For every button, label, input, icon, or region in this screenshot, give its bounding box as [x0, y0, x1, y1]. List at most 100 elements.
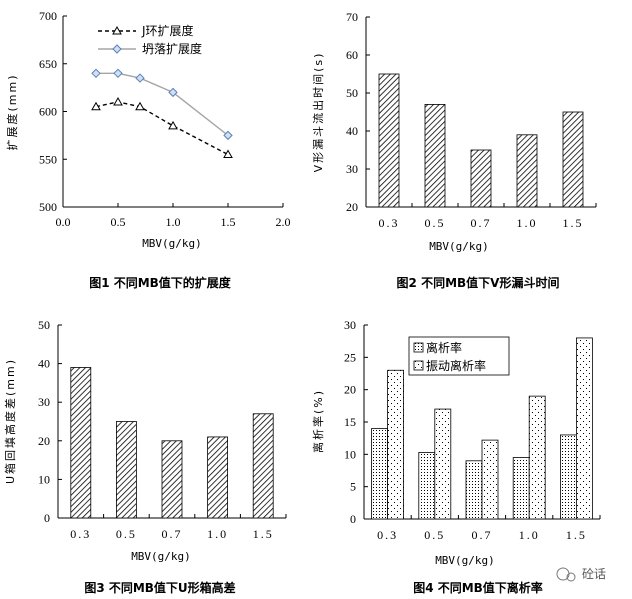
chart-3-bar	[116, 421, 137, 519]
chart-4-xtick-label: 1.5	[566, 528, 587, 542]
chart-4-bar	[434, 408, 452, 520]
chart-1-spread: 扩展度(mm) MBV(g/kg) 图1 不同MB值下的扩展度 500 550 60…	[5, 9, 291, 290]
chart-2-ytick-label: 70	[346, 10, 358, 24]
chart-3-ytick-label: 40	[38, 357, 50, 371]
chart-1-xtick-label: 1.0	[166, 215, 181, 229]
chart-1-point-diamond	[168, 87, 178, 98]
chart-2-caption: 图2 不同MB值下V形漏斗时间	[397, 275, 560, 290]
chart-3-bar	[207, 436, 229, 519]
chat-bubble-icon	[556, 567, 570, 581]
chart-2-ytick-label: 20	[346, 200, 358, 214]
chart-4-bar	[528, 395, 546, 520]
chart-3-ytick-label: 50	[38, 318, 50, 332]
chart-4-xlabel: MBV(g/kg)	[435, 554, 495, 567]
chart-2-bar	[516, 134, 538, 208]
chart-4-ytick-label: 10	[344, 447, 356, 461]
chart-2-bar	[562, 111, 584, 208]
chart-1-xtick-label: 1.5	[221, 215, 236, 229]
chart-4-xtick-label: 1.0	[519, 528, 540, 542]
chart-2-xtick-label: 1.0	[517, 216, 538, 230]
chart-4-legend-swatch	[413, 360, 424, 371]
chart-1-point-diamond	[113, 68, 123, 79]
chart-2-ytick-label: 40	[346, 124, 358, 138]
chart-2-ylabel: V形漏斗流出时间(s)	[311, 52, 325, 173]
chart-1-legend-label: 坍落扩展度	[142, 41, 202, 56]
chart-4-legend-swatch	[413, 342, 424, 353]
chat-bubble-small-icon	[566, 572, 576, 582]
chart-4-caption: 图4 不同MB值下离析率	[413, 580, 543, 595]
chart-4-segregation: 离析率(%) MBV(g/kg) 图4 不同MB值下离析率 0 5 10 15 20 25…	[311, 318, 601, 595]
chart-4-bar	[512, 457, 530, 520]
chart-1-ytick-label: 600	[39, 105, 57, 119]
chart-2-v-funnel: V形漏斗流出时间(s) MBV(g/kg) 图2 不同MB值下V形漏斗时间 20…	[311, 10, 597, 290]
chart-2-ytick-label: 50	[346, 86, 358, 100]
chart-1-legend-label: J环扩展度	[141, 23, 194, 38]
chart-3-caption: 图3 不同MB值下U形箱高差	[84, 580, 235, 595]
chart-3-xtick-label: 0.7	[162, 527, 183, 541]
chart-1-ytick-label: 500	[39, 200, 57, 214]
chart-1-point-diamond	[135, 73, 145, 83]
chart-1-point-diamond	[91, 68, 101, 79]
chart-1-series-line-1	[95, 101, 229, 156]
chart-4-ytick-label: 0	[350, 512, 356, 526]
chart-3-xtick-label: 1.0	[207, 527, 228, 541]
chart-4-bar	[576, 337, 593, 520]
chart-3-bar	[252, 413, 274, 519]
chart-1-ylabel: 扩展度(mm)	[5, 73, 19, 150]
chart-2-bar	[470, 149, 492, 208]
chart-1-ytick-label: 550	[39, 152, 57, 166]
chart-1-xlabel: MBV(g/kg)	[142, 237, 202, 250]
watermark-text: 砼话	[582, 567, 606, 581]
chart-4-ytick-label: 30	[344, 318, 356, 332]
chart-1-point-diamond	[223, 130, 233, 141]
chart-4-xtick-label: 0.3	[377, 528, 398, 542]
chart-4-bar	[481, 439, 499, 520]
chart-3-xtick-label: 0.3	[70, 527, 91, 541]
chart-1-point-triangle	[91, 101, 101, 111]
chart-4-bar	[418, 451, 436, 520]
chart-2-bar	[424, 104, 446, 208]
chart-2-xtick-label: 1.5	[563, 216, 584, 230]
chart-3-ytick-label: 10	[38, 472, 50, 486]
chart-2-xtick-label: 0.7	[471, 216, 492, 230]
chart-1-xtick-label: 0.0	[56, 215, 71, 229]
chart-3-ylabel: U箱回填高度差(mm)	[3, 358, 17, 484]
chart-4-legend-label: 离析率	[426, 340, 462, 355]
chart-2-xtick-label: 0.3	[379, 216, 400, 230]
chart-3-bar	[70, 367, 92, 519]
chart-3-xlabel: MBV(g/kg)	[131, 550, 191, 563]
chart-3-xtick-label: 0.5	[116, 527, 137, 541]
chart-4-bar	[560, 434, 577, 520]
chart-4-bar	[465, 460, 483, 520]
chart-3-ytick-label: 30	[38, 395, 50, 409]
chart-1-point-triangle	[113, 96, 123, 106]
chart-2-ytick-label: 60	[346, 48, 358, 62]
chart-4-bar	[387, 369, 405, 520]
chart-4-ytick-label: 20	[344, 383, 356, 397]
chart-1-xtick-label: 2.0	[276, 215, 291, 229]
chart-1-xtick-label: 0.5	[111, 215, 126, 229]
chart-2-bar	[378, 73, 400, 208]
chart-2-xtick-label: 0.5	[425, 216, 446, 230]
watermark: 砼话	[556, 567, 606, 582]
chart-3-ytick-label: 20	[38, 434, 50, 448]
chart-1-ytick-label: 650	[39, 57, 57, 71]
chart-4-xtick-label: 0.7	[472, 528, 493, 542]
chart-4-xtick-label: 0.5	[424, 528, 445, 542]
chart-1-legend-marker	[112, 44, 122, 54]
chart-2-xlabel: MBV(g/kg)	[429, 240, 489, 253]
chart-1-ytick-label: 700	[39, 9, 57, 23]
chart-1-caption: 图1 不同MB值下的扩展度	[89, 275, 232, 290]
chart-4-legend-label: 振动离析率	[426, 358, 486, 373]
chart-3-ytick-label: 0	[44, 511, 50, 525]
chart-3-xtick-label: 1.5	[253, 527, 274, 541]
chart-3-bar	[161, 440, 183, 519]
chart-1-point-triangle	[168, 120, 178, 130]
chart-3-u-box: U箱回填高度差(mm) MBV(g/kg) 图3 不同MB值下U形箱高差 0 10…	[3, 318, 287, 595]
chart-1-legend-marker	[112, 25, 122, 35]
chart-4-ylabel: 离析率(%)	[311, 389, 325, 453]
chart-4-ytick-label: 25	[344, 350, 356, 364]
chart-1-point-triangle	[223, 149, 233, 158]
chart-4-ytick-label: 5	[350, 480, 356, 494]
